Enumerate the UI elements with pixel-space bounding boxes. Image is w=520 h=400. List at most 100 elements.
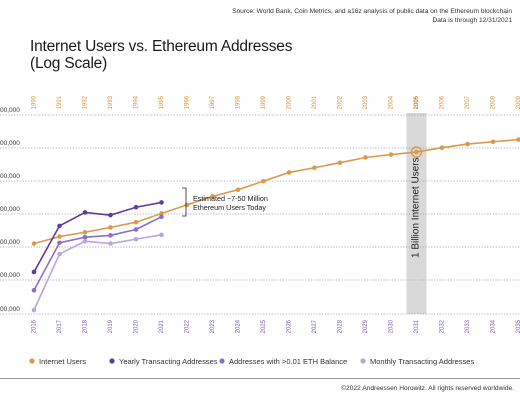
top-x-tick-label: 1991	[57, 95, 63, 109]
legend-label: Yearly Transacting Addresses	[119, 357, 218, 366]
bottom-x-tick-label: 2032	[440, 319, 446, 333]
internet-users-point	[31, 241, 37, 246]
yearly-transacting-addresses-point	[57, 223, 62, 229]
copyright-footer: ©2022 Andreessen Horowitz. All rights re…	[341, 385, 514, 392]
top-x-tick-label: 2000	[287, 95, 293, 109]
bottom-x-tick-label: 2025	[261, 319, 267, 333]
highlight-band	[406, 113, 427, 314]
top-x-tick-label: 2003	[363, 95, 369, 109]
addresses-balance-point	[159, 214, 164, 220]
highlight-label: 1 Billion Internet Users	[411, 157, 422, 258]
internet-users-point	[184, 202, 190, 208]
data-date-line: Data is through 12/31/2021	[432, 17, 512, 24]
internet-users-point	[159, 211, 164, 216]
addresses-balance-line	[33, 216, 162, 291]
internet-users-line	[33, 138, 520, 245]
internet-users-point	[210, 194, 215, 199]
addresses-balance-point	[133, 227, 139, 232]
annotation-text: Ethereum Users Today	[193, 203, 266, 212]
top-x-tick-label: 2002	[338, 95, 344, 109]
internet-users-point	[286, 170, 292, 175]
internet-users-point	[414, 149, 419, 155]
y-tick-label: 00,000	[0, 173, 20, 180]
monthly-transacting-addresses-line	[33, 234, 162, 311]
top-x-tick-label: 1997	[210, 95, 216, 109]
yearly-transacting-addresses-point	[108, 212, 113, 218]
legend-label: Monthly Transacting Addresses	[370, 357, 474, 366]
bottom-x-tick-label: 2027	[312, 319, 318, 333]
internet-users-point	[490, 139, 496, 145]
internet-users-point	[388, 152, 394, 157]
top-x-tick-label: 2005	[414, 95, 420, 109]
internet-users-point	[57, 234, 62, 239]
top-x-tick-label: 2008	[491, 95, 497, 109]
annotation-bracket	[182, 187, 187, 217]
bottom-x-tick-label: 2023	[210, 319, 216, 333]
internet-users-point	[108, 225, 113, 230]
y-tick-label: 00,000	[0, 239, 20, 246]
yearly-transacting-addresses-point	[82, 210, 88, 215]
internet-users-point	[312, 165, 317, 171]
y-tick-label: 00,000	[0, 140, 20, 147]
internet-users-point	[465, 141, 470, 147]
legend-label: Addresses with >0.01 ETH Balance	[229, 357, 347, 366]
bottom-x-tick-label: 2034	[491, 319, 497, 333]
source-note: Source: World Bank, Coin Metrics, and a1…	[232, 7, 512, 25]
bottom-x-tick-label: 2031	[414, 319, 420, 333]
top-x-tick-label: 1998	[236, 95, 242, 109]
top-x-tick-label: 2006	[440, 95, 446, 109]
top-x-tick-label: 2004	[389, 95, 395, 109]
yearly-transacting-addresses-point	[31, 269, 37, 275]
bottom-x-tick-label: 2018	[83, 319, 89, 333]
addresses-balance-point	[82, 234, 88, 240]
monthly-transacting-addresses-point	[133, 236, 139, 242]
yearly-transacting-addresses-point	[133, 204, 139, 210]
internet-users-point	[235, 187, 241, 193]
monthly-transacting-addresses-point	[159, 232, 164, 238]
yearly-transacting-addresses-line	[33, 201, 162, 273]
y-tick-label: 00,000	[0, 206, 20, 213]
chart-title-line-1: Internet Users vs. Ethereum Addresses	[30, 38, 293, 55]
chart-title: Internet Users vs. Ethereum Addresses (L…	[30, 38, 292, 72]
top-x-tick-label: 1996	[185, 95, 191, 109]
top-x-tick-label: 1990	[32, 95, 38, 109]
top-x-tick-label: 1994	[134, 95, 140, 109]
top-x-tick-label: 1999	[261, 95, 267, 109]
internet-users-point	[363, 155, 368, 160]
footer-divider	[0, 378, 520, 379]
yearly-transacting-addresses-point	[159, 200, 164, 205]
y-tick-label: 00,000	[0, 272, 20, 279]
monthly-transacting-addresses-point	[108, 241, 113, 246]
y-tick-label: 00,000	[0, 107, 20, 114]
bottom-x-tick-label: 2019	[108, 319, 114, 333]
legend-label: Internet Users	[39, 357, 86, 366]
bottom-x-tick-label: 2021	[159, 319, 165, 333]
bottom-x-tick-label: 2035	[516, 319, 520, 333]
top-x-tick-label: 2001	[312, 95, 318, 109]
bottom-x-tick-label: 2024	[236, 319, 242, 333]
bottom-x-tick-label: 2030	[389, 319, 395, 333]
addresses-balance-point	[31, 287, 37, 293]
bottom-x-tick-label: 2017	[57, 319, 63, 333]
bottom-x-tick-label: 2028	[338, 319, 344, 333]
internet-users-point	[82, 229, 88, 235]
top-x-tick-label: 2007	[465, 95, 471, 109]
chart-title-line-2: (Log Scale)	[30, 55, 108, 72]
bottom-x-tick-label: 2020	[134, 319, 140, 333]
legend-marker	[219, 358, 225, 364]
bottom-x-tick-label: 2029	[363, 319, 369, 333]
bottom-x-tick-label: 2022	[185, 319, 191, 333]
source-line: Source: World Bank, Coin Metrics, and a1…	[232, 8, 512, 15]
legend-marker	[109, 358, 115, 364]
monthly-transacting-addresses-point	[57, 251, 62, 257]
internet-users-point	[337, 160, 343, 165]
internet-users-point	[516, 137, 520, 142]
internet-users-point	[133, 219, 139, 225]
addresses-balance-point	[108, 233, 113, 238]
monthly-transacting-addresses-point	[82, 238, 88, 244]
internet-users-point	[439, 145, 445, 151]
highlight-marker-ring	[410, 146, 423, 158]
bottom-x-tick-label: 2026	[287, 319, 293, 333]
legend-marker	[360, 358, 366, 364]
